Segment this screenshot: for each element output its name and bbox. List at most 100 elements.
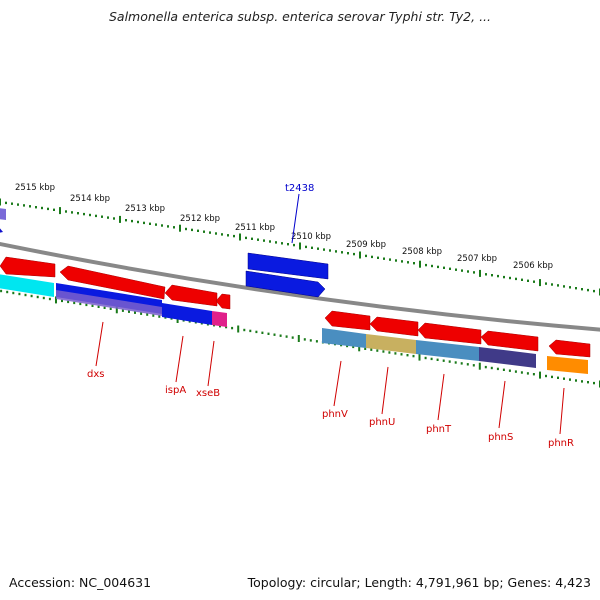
gene-feature[interactable] bbox=[324, 310, 371, 331]
minor-tick bbox=[389, 258, 391, 261]
major-tick bbox=[119, 215, 121, 223]
minor-tick bbox=[460, 362, 463, 365]
minor-tick bbox=[11, 202, 13, 205]
minor-tick bbox=[77, 212, 79, 215]
minor-tick bbox=[73, 301, 76, 305]
gene-feature[interactable] bbox=[162, 303, 212, 325]
gene-label-dxs[interactable]: dxs bbox=[87, 369, 104, 380]
minor-tick bbox=[0, 289, 3, 293]
gene-feature[interactable] bbox=[0, 226, 3, 233]
major-tick bbox=[59, 207, 61, 215]
gene-feature[interactable] bbox=[247, 252, 329, 280]
major-tick bbox=[297, 335, 300, 342]
minor-tick bbox=[593, 381, 595, 385]
minor-tick bbox=[158, 315, 161, 318]
minor-tick bbox=[497, 274, 499, 278]
minor-tick bbox=[279, 334, 282, 337]
gene-feature[interactable] bbox=[0, 274, 54, 297]
minor-tick bbox=[311, 246, 313, 249]
minor-tick bbox=[36, 295, 39, 299]
gene-feature[interactable] bbox=[0, 208, 6, 220]
minor-tick bbox=[370, 348, 373, 351]
minor-tick bbox=[473, 271, 475, 274]
map-title: Salmonella enterica subsp. enterica sero… bbox=[108, 9, 492, 24]
minor-tick bbox=[581, 380, 583, 383]
gene-feature[interactable] bbox=[366, 334, 416, 354]
minor-tick bbox=[291, 336, 294, 339]
minor-tick bbox=[484, 365, 487, 369]
gene-label-phnt[interactable]: phnT bbox=[426, 424, 452, 435]
gene-feature[interactable] bbox=[164, 284, 218, 307]
gene-feature[interactable] bbox=[245, 270, 326, 298]
major-tick bbox=[539, 371, 541, 379]
gene-label-phnu[interactable]: phnU bbox=[369, 417, 395, 428]
tick-label: 2507 kbp bbox=[457, 254, 497, 264]
gene-feature[interactable] bbox=[547, 356, 588, 374]
minor-tick bbox=[146, 313, 149, 316]
minor-tick bbox=[347, 252, 349, 255]
minor-tick bbox=[309, 339, 312, 342]
minor-tick bbox=[502, 368, 505, 371]
minor-tick bbox=[61, 299, 63, 303]
minor-tick bbox=[137, 220, 139, 224]
minor-tick bbox=[503, 275, 505, 279]
minor-tick bbox=[79, 302, 82, 306]
gene-feature[interactable] bbox=[369, 316, 419, 337]
minor-tick bbox=[231, 326, 234, 330]
gene-label-phns[interactable]: phnS bbox=[488, 432, 513, 443]
minor-tick bbox=[425, 263, 427, 267]
minor-tick bbox=[173, 226, 175, 229]
minor-tick bbox=[113, 217, 115, 220]
minor-tick bbox=[317, 247, 319, 250]
minor-tick bbox=[587, 381, 589, 384]
minor-tick bbox=[383, 257, 385, 260]
gene-label-xseb[interactable]: xseB bbox=[196, 388, 220, 399]
major-tick bbox=[539, 279, 541, 287]
minor-tick bbox=[569, 378, 571, 381]
minor-tick bbox=[448, 360, 451, 363]
minor-tick bbox=[23, 204, 25, 207]
gene-feature[interactable] bbox=[215, 293, 231, 310]
gene-feature[interactable] bbox=[56, 290, 162, 316]
gene-feature[interactable] bbox=[322, 328, 366, 348]
gene-feature[interactable] bbox=[548, 339, 591, 358]
gene-feature[interactable] bbox=[416, 340, 479, 361]
minor-tick bbox=[437, 265, 439, 269]
minor-tick bbox=[143, 221, 145, 225]
minor-tick bbox=[388, 351, 391, 354]
gene-label-phnv[interactable]: phnV bbox=[322, 409, 348, 420]
minor-tick bbox=[95, 214, 97, 218]
minor-tick bbox=[109, 307, 112, 310]
minor-tick bbox=[47, 207, 49, 211]
gene-feature[interactable] bbox=[480, 330, 539, 352]
minor-tick bbox=[140, 312, 143, 315]
gene-feature[interactable] bbox=[479, 347, 536, 368]
gene-label-t2438[interactable]: t2438 bbox=[285, 183, 314, 194]
minor-tick bbox=[563, 285, 565, 288]
major-tick bbox=[419, 260, 421, 268]
minor-tick bbox=[97, 305, 100, 308]
minor-tick bbox=[394, 352, 397, 355]
minor-tick bbox=[152, 314, 155, 317]
gene-label-ispa[interactable]: ispA bbox=[165, 385, 186, 396]
major-tick bbox=[0, 198, 1, 206]
minor-tick bbox=[6, 290, 9, 294]
minor-tick bbox=[257, 238, 259, 241]
gene-feature[interactable] bbox=[0, 256, 56, 278]
minor-tick bbox=[526, 372, 529, 375]
gene-feature[interactable] bbox=[212, 311, 227, 327]
gene-feature[interactable] bbox=[417, 322, 482, 345]
gene-feature[interactable] bbox=[59, 265, 166, 300]
minor-tick bbox=[285, 335, 288, 338]
minor-tick bbox=[275, 241, 277, 244]
gene-label-phnr[interactable]: phnR bbox=[548, 438, 574, 449]
minor-tick bbox=[245, 236, 247, 240]
minor-tick bbox=[53, 208, 55, 211]
major-tick bbox=[179, 224, 181, 232]
minor-tick bbox=[400, 353, 403, 356]
minor-tick bbox=[203, 230, 205, 233]
minor-tick bbox=[128, 310, 130, 313]
minor-tick bbox=[467, 270, 469, 273]
minor-tick bbox=[67, 300, 70, 304]
